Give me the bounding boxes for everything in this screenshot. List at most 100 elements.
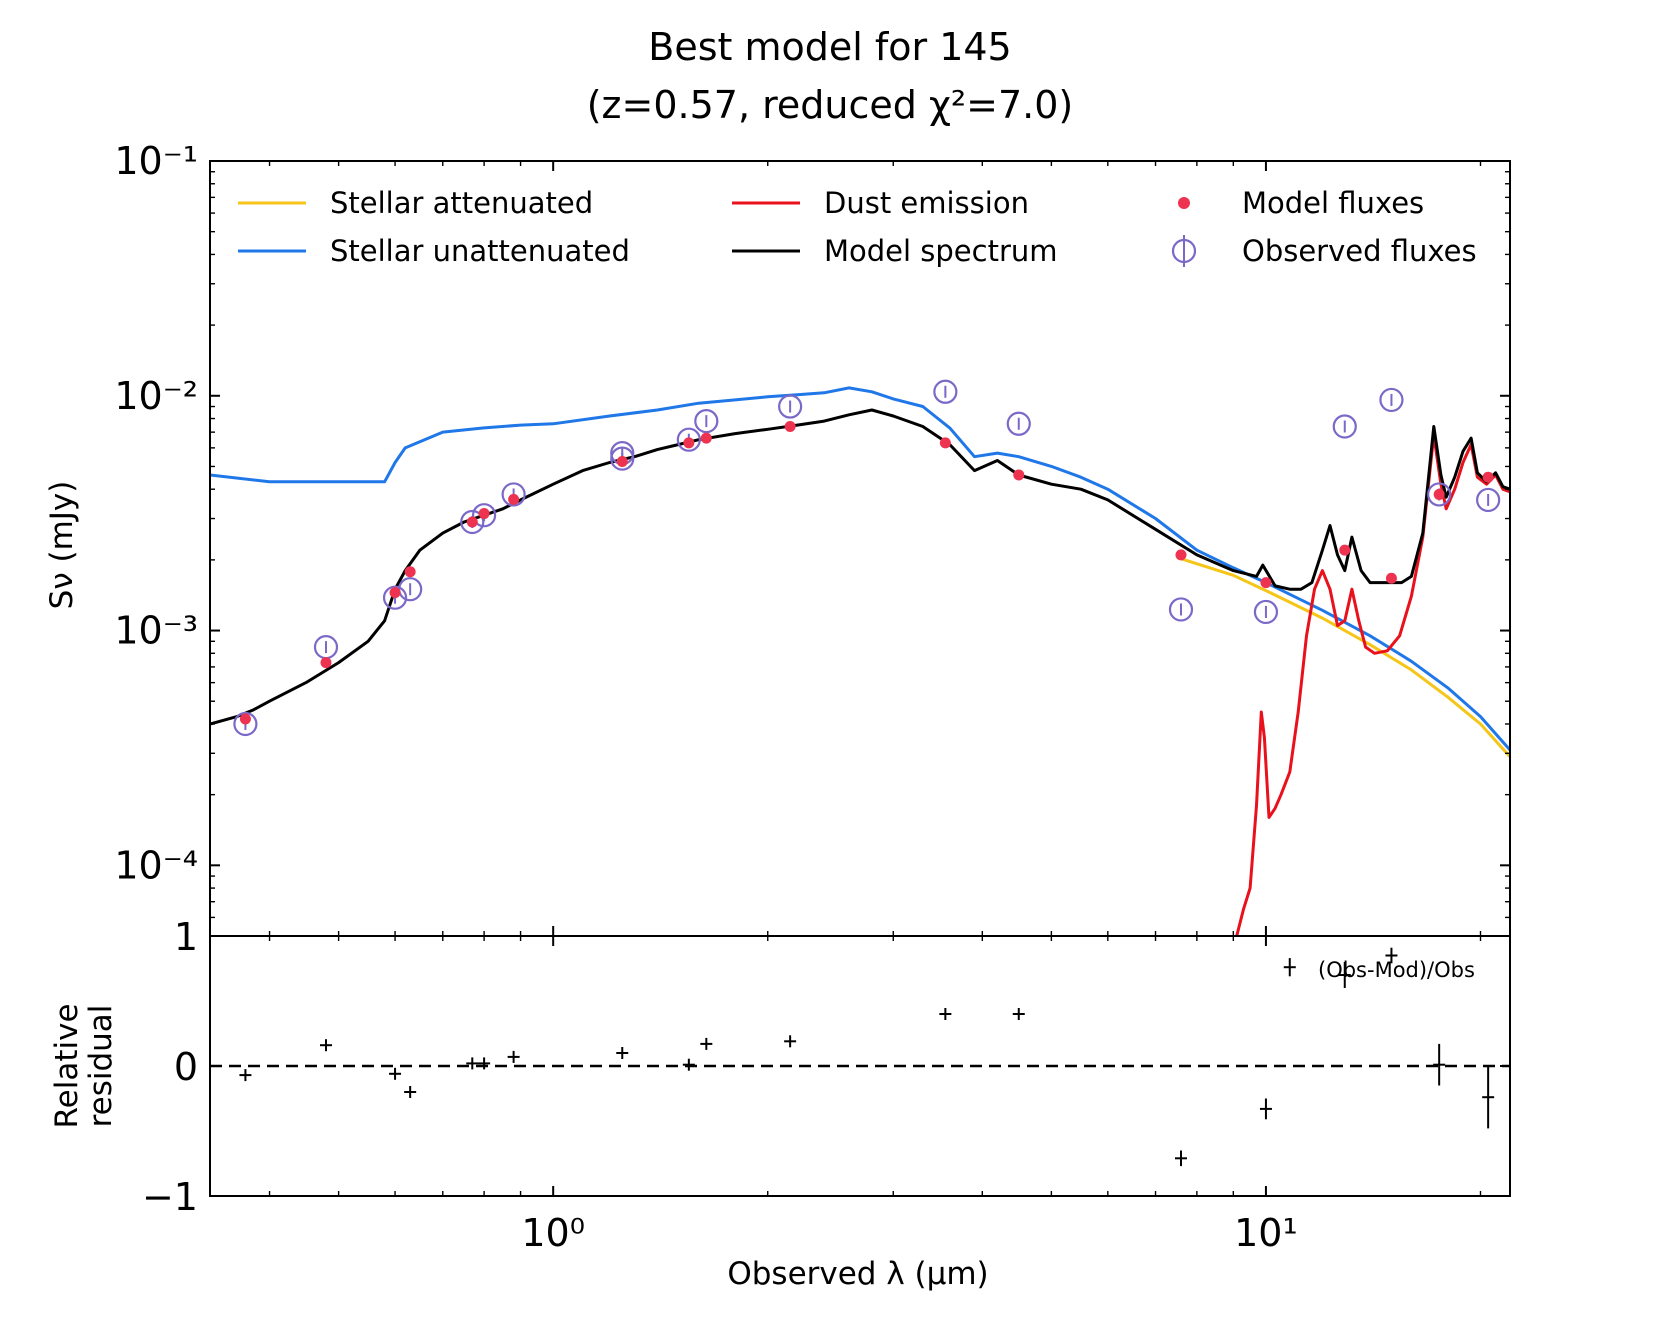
- main-panel: 10⁻⁴ 10⁻³ 10⁻² 10⁻¹ Sν (mJy) Stellar attenu…: [44, 139, 1511, 937]
- x-axis-label: Observed λ (μm): [727, 1256, 988, 1292]
- legend-model-fluxes-label: Model fluxes: [1242, 186, 1424, 220]
- observed-flux-point: [1379, 387, 1404, 413]
- model-flux-point: [1433, 488, 1445, 500]
- stellar-unattenuated-line: [210, 386, 1510, 751]
- residual-point: [682, 1058, 695, 1071]
- model-flux-point: [1175, 549, 1187, 561]
- legend-stellar-unattenuated-label: Stellar unattenuated: [330, 234, 630, 268]
- model-flux-point: [784, 420, 796, 432]
- dust-emission-line: [1235, 433, 1510, 936]
- legend-model-fluxes-swatch: [1178, 197, 1190, 209]
- observed-flux-point: [778, 394, 803, 419]
- model-flux-point: [1482, 471, 1494, 483]
- model-flux-point: [683, 437, 695, 449]
- legend-model-spectrum: Model spectrum: [732, 234, 1058, 268]
- observed-flux-point: [472, 503, 497, 528]
- residual-point: [1259, 1098, 1272, 1120]
- observed-flux-point: [1332, 414, 1357, 439]
- stellar-attenuated-line: [1176, 555, 1510, 758]
- chart-subtitle-text: (z=0.57, reduced χ²=7.0): [587, 83, 1074, 127]
- legend-observed-fluxes: Observed fluxes: [1171, 234, 1477, 268]
- residual-point: [700, 1037, 713, 1050]
- residual-x-tick-label: 10⁰: [521, 1211, 585, 1255]
- model-flux-point: [1339, 544, 1351, 556]
- residual-point: [1012, 1008, 1025, 1020]
- observed-flux-point: [501, 482, 526, 507]
- main-plot-frame: [209, 160, 1511, 937]
- model-flux-point: [320, 657, 332, 669]
- residual-point: [466, 1057, 479, 1070]
- residual-y-tick-label: 0: [174, 1045, 198, 1089]
- model-flux-point: [939, 437, 951, 449]
- model-flux-point: [389, 587, 401, 599]
- model-flux-point: [466, 516, 478, 528]
- chart-title: Best model for 145: [648, 25, 1012, 69]
- model-flux-point: [616, 455, 628, 467]
- main-y-tick-label: 10⁻²: [114, 374, 198, 418]
- legend-model-fluxes: Model fluxes: [1178, 186, 1424, 220]
- residual-point: [939, 1008, 952, 1020]
- observed-flux-point: [1006, 411, 1031, 436]
- model-flux-point: [1260, 577, 1272, 589]
- residual-x-ticks: 10⁰ 10¹: [268, 936, 1482, 1255]
- main-y-tick-label: 10⁻³: [114, 609, 198, 653]
- residual-point: [616, 1047, 629, 1059]
- legend-model-spectrum-label: Model spectrum: [824, 234, 1058, 268]
- observed-flux-point: [1168, 597, 1194, 622]
- observed-flux-point: [1253, 599, 1279, 625]
- model-flux-point: [404, 566, 416, 578]
- main-y-tick-label: 10⁻¹: [114, 139, 198, 183]
- observed-flux-point: [460, 509, 485, 535]
- residual-point: [1482, 1066, 1495, 1129]
- legend-stellar-attenuated: Stellar attenuated: [238, 186, 593, 220]
- residual-point: [319, 1039, 332, 1052]
- residual-annotation: (Obs-Mod)/Obs: [1318, 958, 1475, 982]
- residual-y-axis-label-line1: Relative: [49, 1003, 85, 1128]
- main-y-tick-label: 10⁻⁴: [114, 843, 198, 887]
- residual-y-tick-label: 1: [174, 915, 198, 959]
- observed-flux-point: [694, 409, 719, 434]
- residual-x-tick-label: 10¹: [1234, 1211, 1298, 1255]
- legend-dust-emission-label: Dust emission: [824, 186, 1029, 220]
- residual-point: [1433, 1043, 1446, 1086]
- main-plot-content: [210, 379, 1510, 936]
- model-flux-point: [239, 713, 251, 725]
- residual-panel: −1 0 1 10⁰ 10¹ Relative residual Observed λ…: [49, 915, 1511, 1292]
- residual-point: [1283, 958, 1296, 977]
- legend-stellar-unattenuated: Stellar unattenuated: [238, 234, 630, 268]
- observed-flux-point: [382, 585, 408, 610]
- residual-y-tick-label: −1: [142, 1175, 198, 1219]
- model-flux-point: [1385, 572, 1397, 584]
- main-y-ticks: 10⁻⁴ 10⁻³ 10⁻² 10⁻¹: [114, 139, 1510, 937]
- observed-flux-point: [933, 379, 958, 404]
- observed-flux-point: [676, 427, 701, 452]
- legend-observed-fluxes-label: Observed fluxes: [1242, 234, 1477, 268]
- observed-flux-point: [233, 711, 258, 737]
- residual-point: [1174, 1150, 1187, 1167]
- legend: Stellar attenuated Stellar unattenuated Du…: [238, 186, 1477, 268]
- chart-subtitle: (z=0.57, reduced χ²=7.0): [587, 83, 1074, 127]
- residual-point: [404, 1086, 417, 1098]
- legend-stellar-attenuated-label: Stellar attenuated: [330, 186, 593, 220]
- residual-point: [478, 1057, 491, 1070]
- legend-dust-emission: Dust emission: [732, 186, 1029, 220]
- observed-flux-point: [1476, 487, 1501, 513]
- residual-y-axis-label-line2: residual: [83, 1005, 119, 1128]
- residual-point: [507, 1050, 520, 1063]
- main-y-axis-label: Sν (mJy): [44, 481, 80, 610]
- residual-point: [389, 1067, 402, 1080]
- model-flux-point: [1013, 469, 1025, 481]
- model-flux-point: [700, 432, 712, 444]
- residual-plot-content: [210, 947, 1510, 1167]
- residual-point: [1338, 962, 1351, 988]
- model-flux-point: [478, 508, 490, 520]
- observed-flux-point: [1427, 482, 1452, 507]
- residual-y-ticks: −1 0 1: [142, 915, 1510, 1219]
- residual-point: [1385, 947, 1398, 964]
- observed-flux-point: [610, 446, 635, 471]
- model-spectrum-line: [210, 408, 1510, 726]
- model-flux-point: [508, 493, 520, 505]
- residual-point: [784, 1035, 797, 1048]
- residual-point: [239, 1069, 252, 1082]
